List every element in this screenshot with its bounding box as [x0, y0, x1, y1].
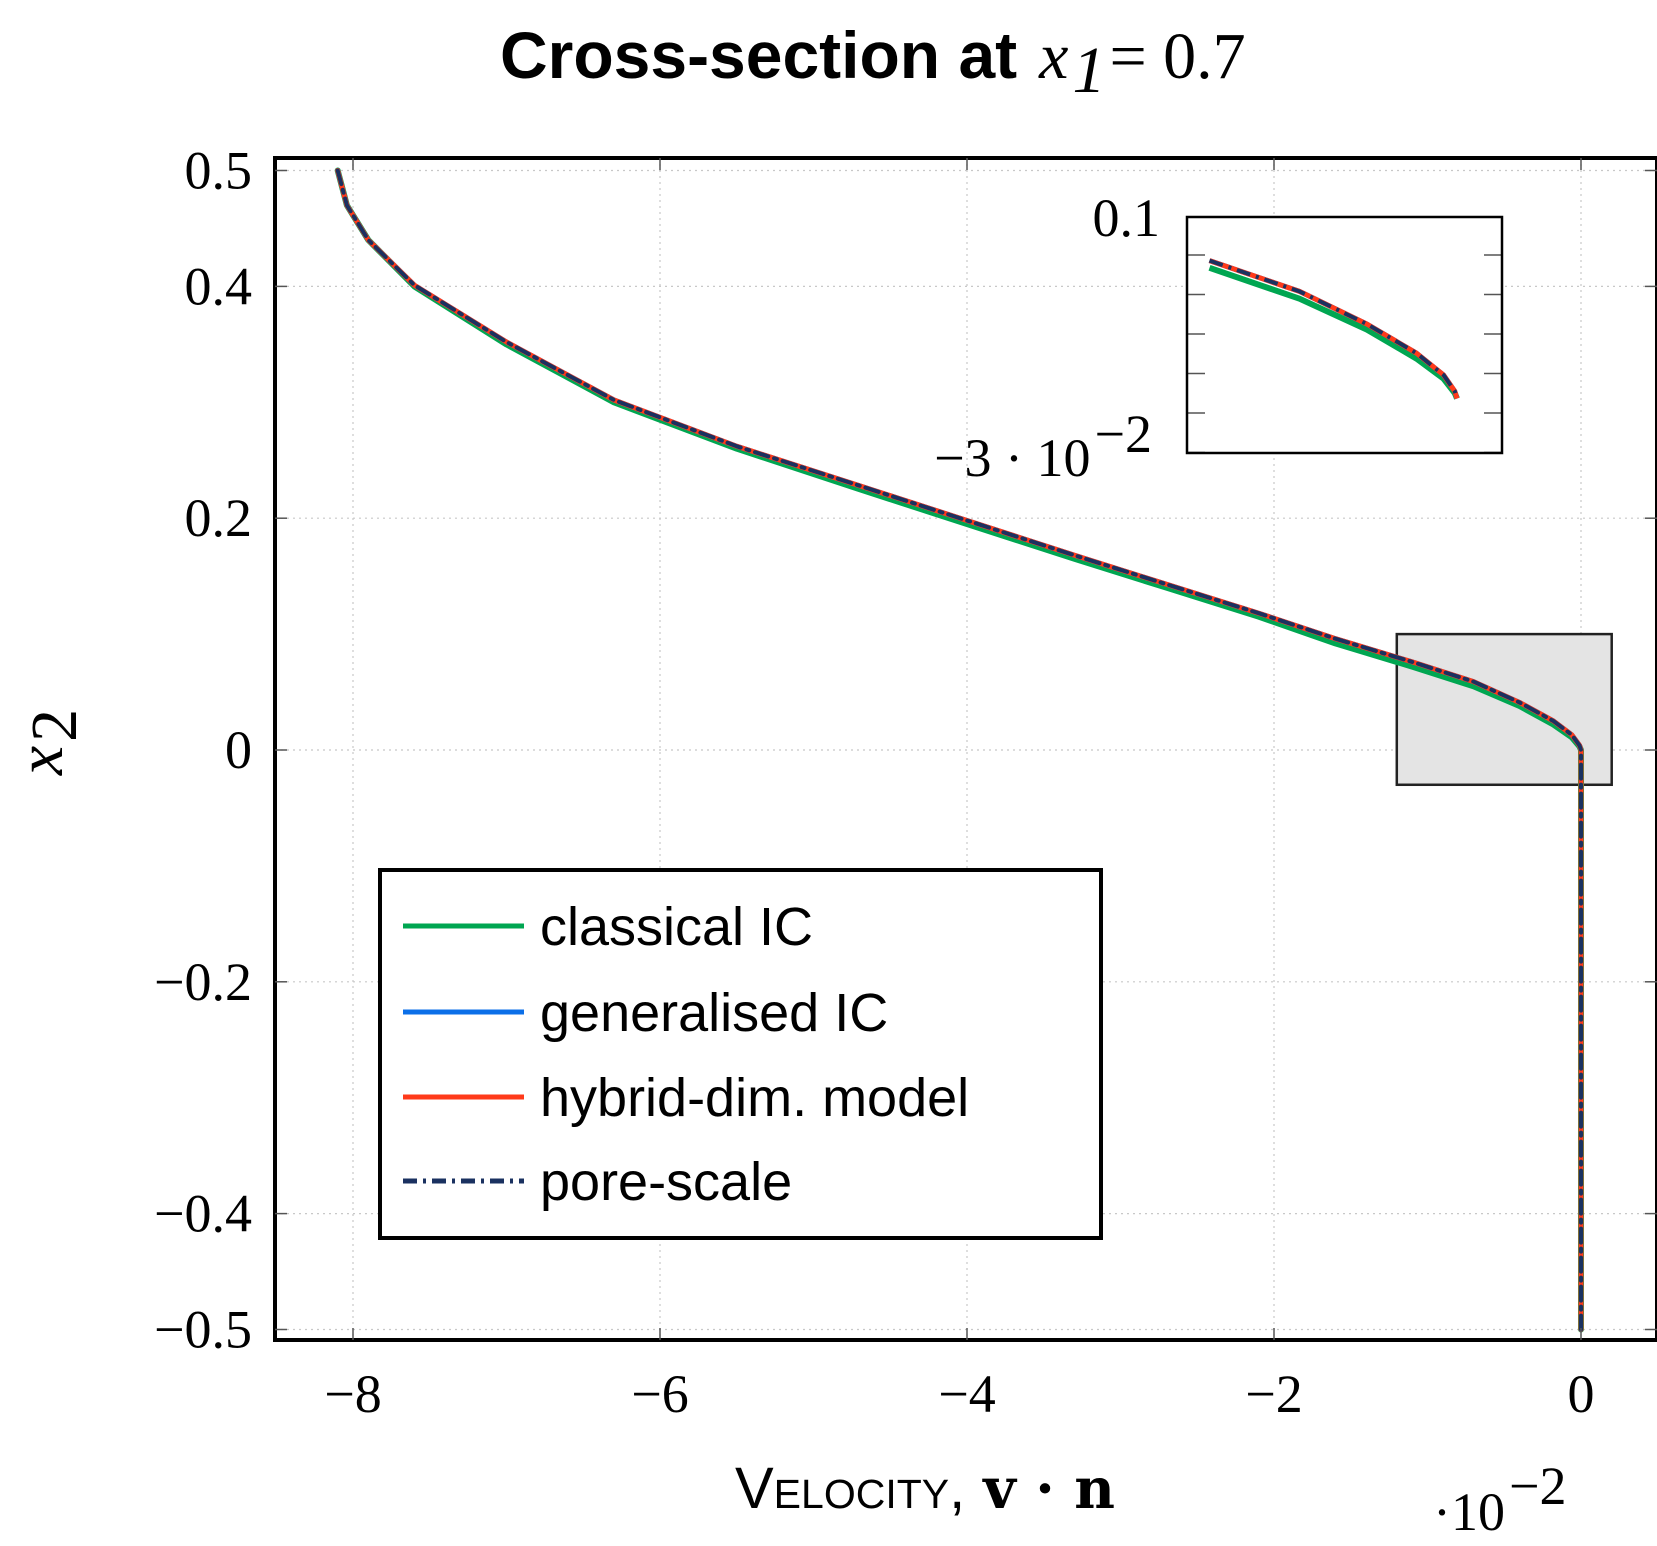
legend-label-classical-ic: classical IC [540, 897, 813, 957]
chart-title-sub: 1 [1072, 34, 1105, 107]
legend-label-generalised-ic: generalised IC [540, 983, 888, 1043]
zoom-region-box [1395, 632, 1613, 787]
y-tick-label: 0.2 [185, 488, 253, 548]
x-axis-multiplier-base: ·10 [1433, 1482, 1505, 1541]
inset-y-tick-label-bottom: −3 · 10 −2 [934, 404, 1152, 488]
inset-zoom-plot: 0.1 −3 · 10 −2 [934, 188, 1504, 488]
x-axis-multiplier-exp: −2 [1509, 1456, 1566, 1516]
inset-frame [1185, 215, 1504, 455]
legend-box [378, 868, 1103, 1240]
inset-series-pore-scale [1208, 258, 1459, 400]
x-tick-label: −6 [631, 1364, 688, 1424]
chart-title: Cross-section at x 1 = 0.7 [500, 18, 1246, 107]
x-tick-labels: −8 −6 −4 −2 0 [324, 1364, 1594, 1424]
tick-marks [275, 158, 1657, 1340]
inset-y-tick-label-bottom-base: −3 · 10 [934, 428, 1090, 488]
plot-frame [273, 156, 1657, 1342]
legend: classical IC generalised IC hybrid-dim. … [378, 868, 1103, 1240]
x-tick-label: −2 [1245, 1364, 1302, 1424]
x-axis-label-math: v · n [981, 1456, 1115, 1522]
series-group [334, 167, 1584, 1333]
y-tick-label: 0.4 [185, 256, 253, 316]
y-tick-label: −0.4 [154, 1184, 252, 1244]
inset-y-tick-label-top: 0.1 [1093, 188, 1161, 248]
inset-y-tick-label-bottom-exp: −2 [1095, 404, 1152, 464]
y-axis-label: x 2 [4, 709, 91, 776]
chart-title-var: x [1038, 20, 1068, 93]
x-tick-label: −8 [324, 1364, 381, 1424]
x-axis-label: Velocity, v · n [735, 1456, 1115, 1522]
x-axis-multiplier: ·10 −2 [1433, 1456, 1566, 1541]
y-axis-label-var: x [4, 746, 77, 776]
inset-background [1187, 217, 1502, 453]
chart-title-rest: = 0.7 [1109, 20, 1245, 93]
y-tick-labels: −0.5 −0.4 −0.2 0 0.2 0.4 0.5 [154, 141, 252, 1360]
series-pore-scale [335, 168, 1583, 1332]
chart-title-prefix: Cross-section at [500, 18, 1017, 92]
y-axis-label-sub: 2 [18, 709, 91, 742]
x-axis-label-word: Velocity, [735, 1456, 965, 1521]
y-tick-label: 0.5 [185, 141, 253, 201]
legend-label-hybrid-dim: hybrid-dim. model [540, 1068, 969, 1128]
y-tick-label: −0.2 [154, 952, 252, 1012]
x-tick-label: 0 [1568, 1364, 1595, 1424]
x-tick-label: −4 [938, 1364, 995, 1424]
y-tick-label: −0.5 [154, 1300, 252, 1360]
y-tick-label: 0 [225, 720, 252, 780]
legend-label-pore-scale: pore-scale [540, 1152, 792, 1212]
inset-series-group [1208, 258, 1460, 400]
